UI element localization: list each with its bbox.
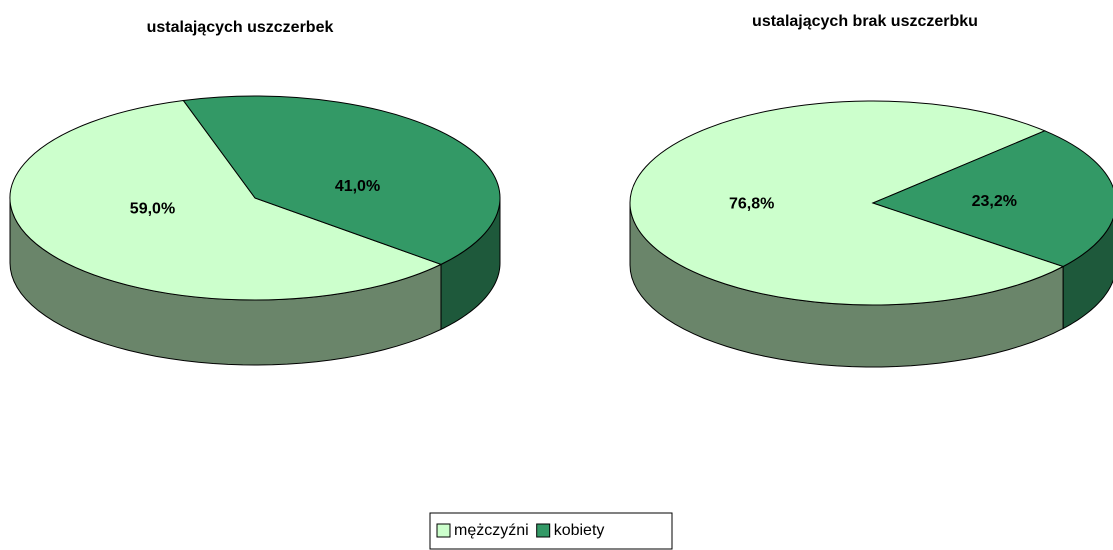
pie-slice <box>9 99 443 301</box>
pie-slice <box>629 100 1065 306</box>
chart-title: ustalających uszczerbek <box>147 19 334 36</box>
pie-slice <box>182 95 501 265</box>
data-label: 59,0% <box>130 200 175 217</box>
legend-label: mężczyźni <box>454 522 529 539</box>
legend-box <box>429 512 673 550</box>
data-label: 76,8% <box>729 195 774 212</box>
data-label: 23,2% <box>972 193 1017 210</box>
data-label: 41,0% <box>335 178 380 195</box>
legend-swatch <box>536 523 551 538</box>
legend-swatch <box>436 523 451 538</box>
legend-label: kobiety <box>554 522 605 539</box>
chart-title: ustalających brak uszczerbku <box>752 13 978 30</box>
pie-slice <box>871 130 1113 268</box>
